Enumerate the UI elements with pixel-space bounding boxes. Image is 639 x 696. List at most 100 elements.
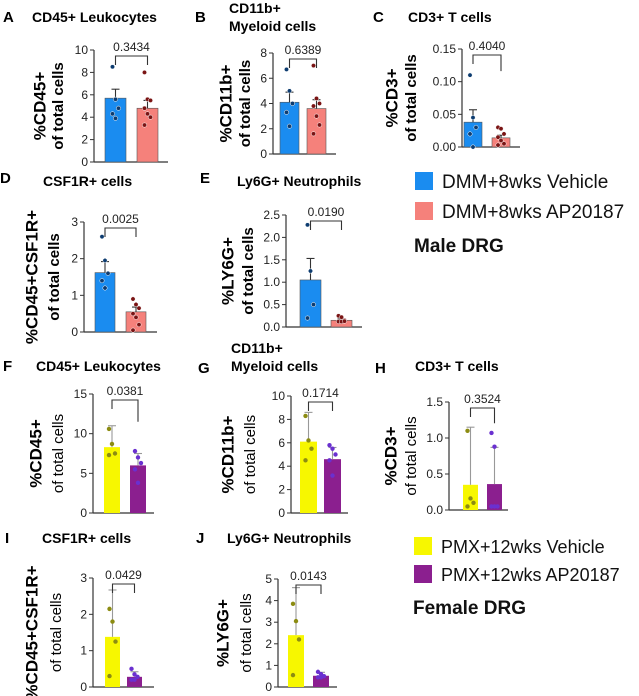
y-axis-label: %CD45+CSF1R+ xyxy=(22,210,41,344)
panel-g: G CD11b+ Myeloid cells %CD11b+ of total cell… xyxy=(198,340,348,520)
data-point xyxy=(501,141,507,147)
p-value-label: 0.0381 xyxy=(107,384,144,398)
data-point xyxy=(470,144,476,150)
data-point xyxy=(309,446,314,451)
data-point xyxy=(142,122,147,128)
y-tick-label: 8 xyxy=(81,65,88,79)
data-point xyxy=(311,131,316,137)
panel-letter: G xyxy=(198,360,210,377)
y-tick-label: 3 xyxy=(80,571,87,585)
panel-title: CD3+ T cells xyxy=(415,358,499,374)
panel-title: CD11b+ xyxy=(231,340,283,356)
panel-letter: E xyxy=(200,170,210,187)
data-point xyxy=(132,672,137,677)
panel-letter: B xyxy=(195,9,206,26)
y-axis-label: %CD3+ xyxy=(382,68,401,127)
y-axis-sublabel: of total cells xyxy=(242,415,259,494)
data-point xyxy=(314,96,319,101)
y-tick-label: 1 xyxy=(71,288,78,302)
legend-swatch xyxy=(414,537,432,555)
data-point xyxy=(317,101,322,106)
y-tick-label: 6 xyxy=(278,436,285,450)
panel-d: D CSF1R+ cells %CD45+CSF1R+ of total cells 0… xyxy=(0,170,157,344)
y-axis-label: %LY6G+ xyxy=(213,599,232,667)
legend-label: PMX+12wks AP20187 xyxy=(441,565,620,585)
data-point xyxy=(148,97,153,103)
data-point xyxy=(498,126,504,132)
panel-h: H CD3+ T cells %CD3+ of total cells 0.0 0.5 1.… xyxy=(375,358,508,517)
data-point xyxy=(333,452,338,457)
y-tick-label: 0.5 xyxy=(426,467,443,481)
bar xyxy=(125,311,147,333)
y-tick-label: 15 xyxy=(74,387,88,401)
panel-title: CD45+ Leukocytes xyxy=(32,9,157,25)
data-point xyxy=(106,452,112,458)
data-point xyxy=(287,88,292,94)
y-tick-label: 0 xyxy=(81,155,88,169)
data-point xyxy=(132,448,138,454)
y-tick-label: 6 xyxy=(81,88,88,102)
significance-bracket xyxy=(295,584,322,594)
y-tick-label: 10 xyxy=(272,389,286,403)
data-point xyxy=(492,504,497,509)
panel-letter: H xyxy=(375,360,386,377)
y-tick-label: 2 xyxy=(278,483,285,497)
significance-bracket xyxy=(309,220,343,230)
y-tick-label: 0 xyxy=(80,680,87,694)
y-tick-label: 0 xyxy=(71,325,78,339)
panel-letter: C xyxy=(373,9,384,26)
panel-letter: D xyxy=(0,170,11,187)
y-tick-label: 1.0 xyxy=(426,431,443,445)
y-tick-label: 4 xyxy=(278,459,285,473)
data-point xyxy=(471,500,476,505)
data-point xyxy=(145,111,150,117)
bar xyxy=(136,107,159,163)
y-tick-label: 6 xyxy=(260,71,267,85)
y-tick-label: 0.0 xyxy=(426,503,443,517)
y-tick-label: 0.00 xyxy=(433,140,457,154)
data-point xyxy=(498,138,504,143)
data-point xyxy=(296,637,302,642)
y-tick-label: 3 xyxy=(71,215,78,229)
p-value-label: 0.3434 xyxy=(113,40,150,54)
data-point xyxy=(311,103,316,109)
data-point xyxy=(138,460,144,466)
bar xyxy=(104,97,127,163)
data-point xyxy=(473,124,479,130)
data-point xyxy=(110,619,115,624)
y-tick-label: 4 xyxy=(81,110,88,124)
panel-title: CSF1R+ cells xyxy=(42,530,131,546)
significance-bracket xyxy=(114,55,149,65)
data-point xyxy=(132,677,137,682)
data-point xyxy=(330,446,335,451)
y-tick-label: 1.5 xyxy=(426,395,443,409)
p-value-label: 0.0190 xyxy=(308,205,345,219)
panel-a: A CD45+ Leukocytes %CD45+ of total cells 0 2 4… xyxy=(3,9,168,169)
y-axis-label: %CD45+CSF1R+ xyxy=(22,565,41,696)
bar xyxy=(487,484,502,510)
panel-letter: F xyxy=(3,358,12,375)
panel-e: E Ly6G+ Neutrophils %LY6G+ of total cells 0.… xyxy=(200,170,362,334)
legend-female: PMX+12wks Vehicle PMX+12wks AP20187 Female… xyxy=(413,537,620,619)
data-point xyxy=(130,327,136,333)
y-tick-label: 1 xyxy=(80,644,87,658)
data-point xyxy=(113,96,118,102)
y-axis-sublabel: of total cells xyxy=(240,227,257,315)
y-tick-label: 2 xyxy=(81,133,88,147)
legend-label: DMM+8wks Vehicle xyxy=(442,172,608,193)
data-point xyxy=(102,285,108,291)
panel-c: C CD3+ T cells %CD3+ of total cells 0.00 0.05… xyxy=(373,9,520,154)
bar xyxy=(105,636,120,687)
significance-bracket xyxy=(472,54,502,72)
panel-title: Ly6G+ Neutrophils xyxy=(237,173,362,189)
p-value-label: 0.4040 xyxy=(469,39,506,53)
data-point xyxy=(135,674,140,680)
data-point xyxy=(290,672,296,678)
panel-title: CD3+ T cells xyxy=(408,9,492,25)
bar xyxy=(313,675,329,687)
data-point xyxy=(106,426,112,432)
data-point xyxy=(129,666,134,672)
data-point xyxy=(468,496,473,501)
y-tick-label: 2 xyxy=(260,122,267,136)
y-tick-label: 0 xyxy=(265,680,272,694)
